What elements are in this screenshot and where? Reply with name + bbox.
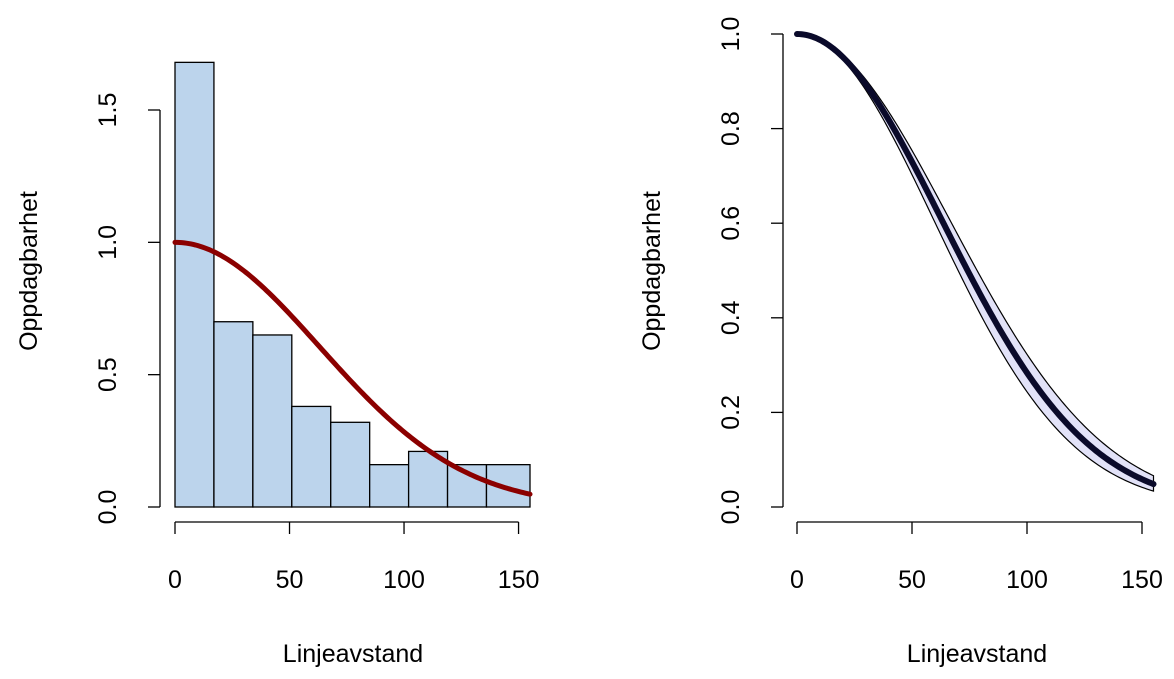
y-axis-title-left: Oppdagbarhet: [15, 191, 43, 351]
x-tick-label: 150: [498, 566, 540, 594]
x-tick-label: 100: [1006, 566, 1048, 594]
detection-curve: [172, 239, 533, 497]
histogram-bar: [369, 464, 410, 508]
x-tick-label: 0: [790, 566, 804, 594]
y-axis-title-right: Oppdagbarhet: [638, 191, 666, 351]
histogram-panel: 0.0 0.5 1.0 1.5 0 50 100 150 Linjeavstand Oppd…: [15, 61, 540, 668]
detection-function-panel: 0.0 0.2 0.4 0.6 0.8 1.0 0 50 100 150 Linjeavstan…: [638, 17, 1163, 668]
y-tick-label: 1.0: [94, 225, 122, 260]
x-axis-right: 0 50 100 150: [790, 521, 1163, 594]
x-tick-label: 0: [168, 566, 182, 594]
y-tick-label: 0.0: [717, 490, 745, 525]
histogram-bar: [213, 321, 254, 508]
x-axis-left: 0 50 100 150: [168, 521, 540, 594]
y-tick-label: 0.0: [94, 490, 122, 525]
x-tick-label: 100: [383, 566, 425, 594]
histogram-bar: [252, 334, 293, 508]
y-axis-right: 0.0 0.2 0.4 0.6 0.8 1.0: [717, 17, 784, 525]
y-axis-left: 0.0 0.5 1.0 1.5: [94, 93, 161, 525]
y-tick-label: 0.5: [94, 357, 122, 392]
histogram-bars: [174, 61, 531, 508]
y-tick-label: 0.4: [717, 300, 745, 335]
detection-curve-estimate: [794, 31, 1157, 488]
y-tick-label: 0.6: [717, 206, 745, 241]
x-tick-label: 50: [276, 566, 304, 594]
x-tick-label: 50: [898, 566, 926, 594]
y-tick-label: 0.2: [717, 395, 745, 430]
y-tick-label: 1.5: [94, 93, 122, 128]
confidence-band: [796, 33, 1155, 492]
y-tick-label: 1.0: [717, 17, 745, 52]
y-tick-label: 0.8: [717, 111, 745, 146]
x-tick-label: 150: [1121, 566, 1163, 594]
histogram-bar: [330, 421, 371, 508]
histogram-bar: [291, 405, 332, 508]
histogram-bar: [174, 61, 215, 508]
x-axis-title-right: Linjeavstand: [907, 640, 1047, 668]
x-axis-title-left: Linjeavstand: [283, 640, 423, 668]
